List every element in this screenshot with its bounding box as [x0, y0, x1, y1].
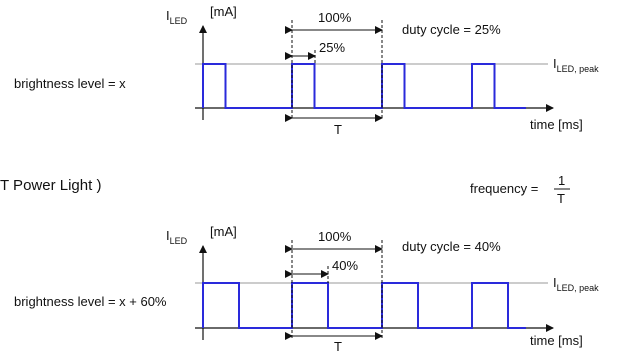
- pwm-signal-line: [202, 282, 526, 329]
- middle-section: T Power Light ) frequency = 1 T: [0, 173, 570, 206]
- period-percent-label: 100%: [318, 10, 352, 25]
- peak-label: ILED, peak: [553, 275, 599, 293]
- y-axis-label: ILED: [166, 8, 188, 26]
- frequency-denominator: T: [557, 191, 565, 206]
- pulse-percent-label: 25%: [319, 40, 345, 55]
- frequency-numerator: 1: [558, 173, 565, 188]
- y-axis-unit: [mA]: [210, 4, 237, 19]
- duty-cycle-label: duty cycle = 40%: [402, 239, 501, 254]
- pwm-signal-line: [202, 63, 526, 109]
- time-axis-label: time [ms]: [530, 333, 583, 348]
- y-axis-unit: [mA]: [210, 224, 237, 239]
- brightness-label: brightness level = x + 60%: [14, 294, 167, 309]
- peak-label: ILED, peak: [553, 56, 599, 74]
- diagram-duty-40: ILED [mA] 100% 40% duty cycle = 40% ILED…: [14, 224, 599, 353]
- pulse-percent-label: 40%: [332, 258, 358, 273]
- period-percent-label: 100%: [318, 229, 352, 244]
- time-axis-label: time [ms]: [530, 117, 583, 132]
- diagram-duty-25: ILED [mA] 100% 25% duty cycle = 25% ILED…: [14, 4, 599, 137]
- period-symbol: T: [334, 122, 342, 137]
- brightness-label: brightness level = x: [14, 76, 126, 91]
- duty-cycle-label: duty cycle = 25%: [402, 22, 501, 37]
- frequency-label: frequency =: [470, 181, 538, 196]
- period-symbol: T: [334, 339, 342, 353]
- cut-title: T Power Light ): [0, 177, 101, 194]
- y-axis-label: ILED: [166, 228, 188, 246]
